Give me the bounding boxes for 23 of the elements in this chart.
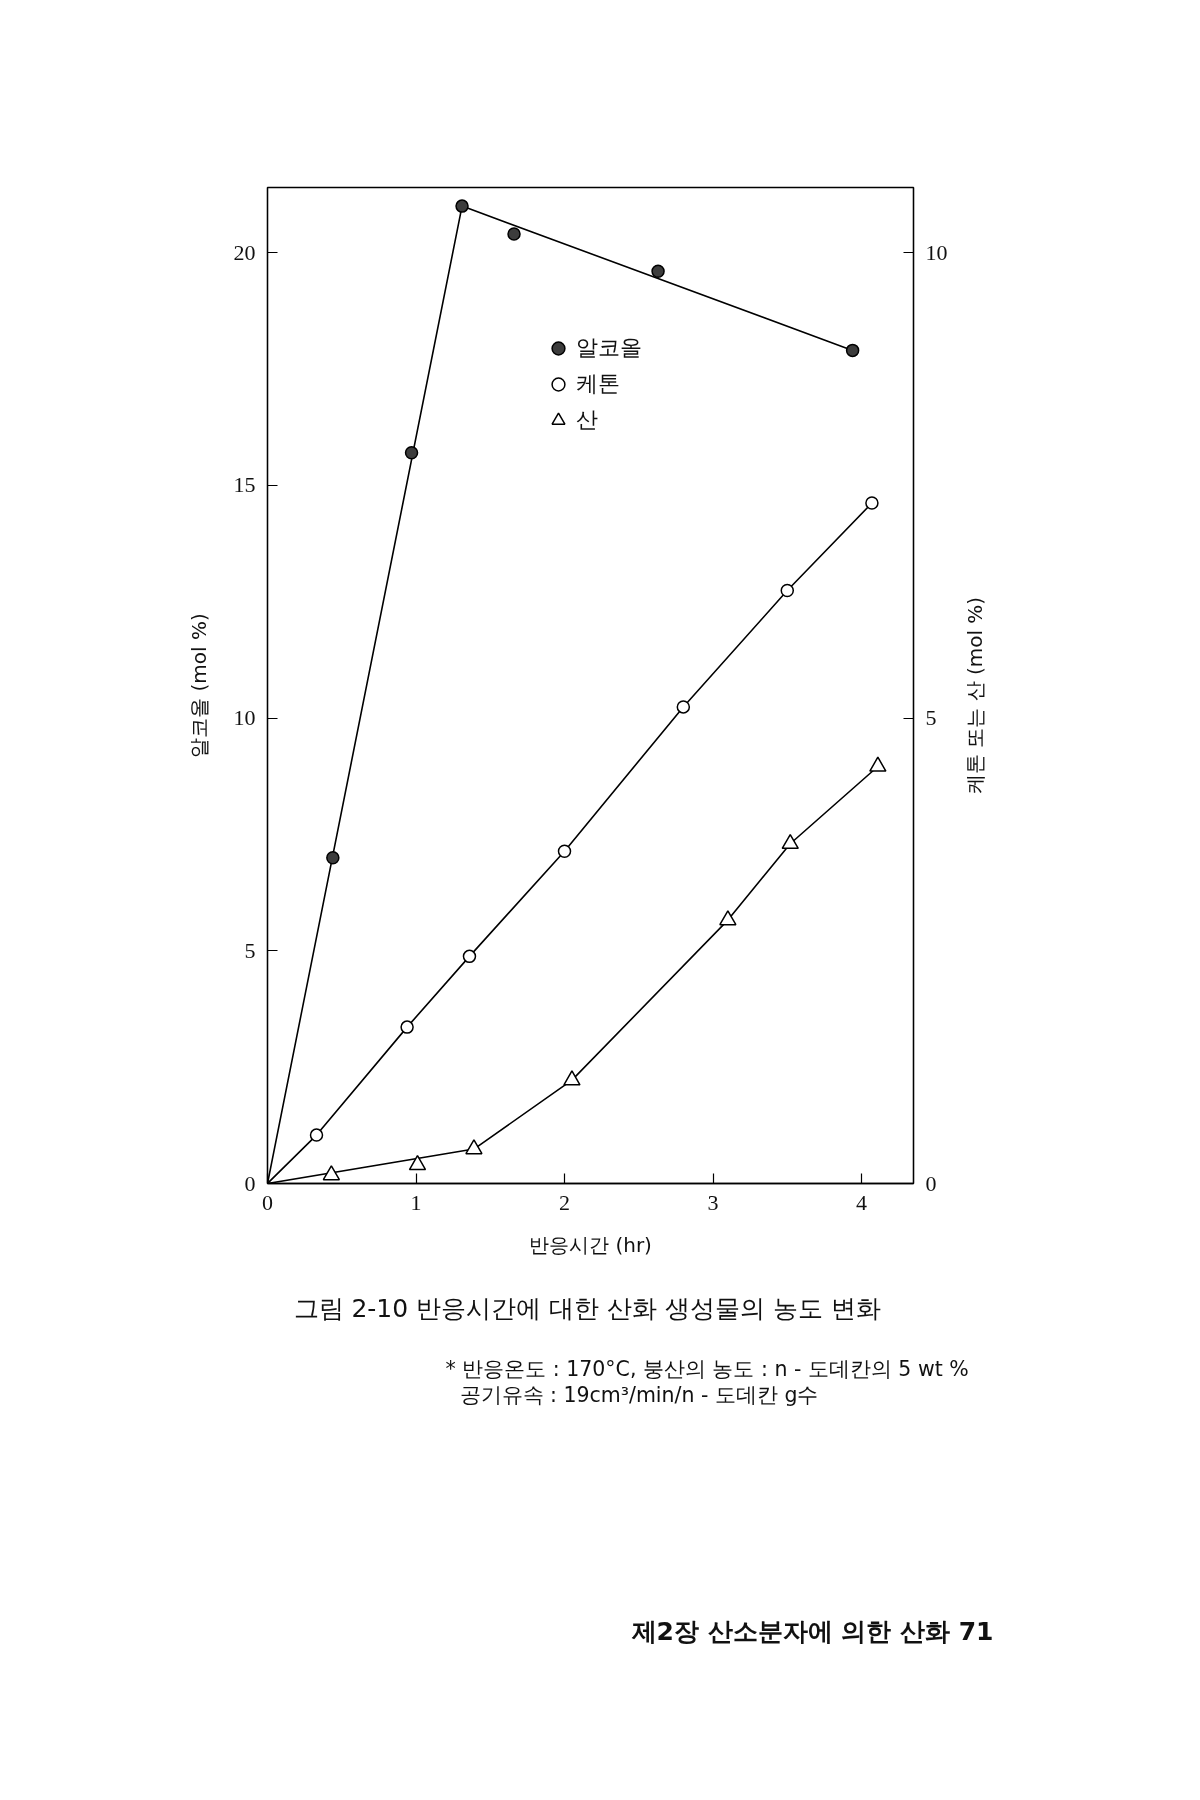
text: 그림 2-10 반응시간에 대한 산화 생성물의 농도 변화 — [293, 1293, 881, 1323]
y2-tick-label: 10 — [925, 239, 948, 265]
y-tick-label: 5 — [244, 937, 256, 963]
y-tick-label: 0 — [244, 1170, 256, 1196]
legend-label: 케톤 — [575, 370, 620, 398]
y-tick-label: 10 — [233, 705, 256, 731]
x-tick-label: 4 — [856, 1189, 868, 1215]
y2-tick-label: 5 — [925, 705, 937, 731]
text: * 반응온도 : 170°C, 붕산의 농도 : n - 도데칸의 5 wt % — [445, 1356, 969, 1381]
y-tick-label: 20 — [233, 239, 256, 265]
legend-label: 산 — [575, 406, 598, 434]
x-axis-title: 반응시간 (hr) — [529, 1232, 652, 1257]
x-tick-label: 3 — [707, 1189, 719, 1215]
y2-tick-label: 0 — [925, 1170, 937, 1196]
y-axis-title: 알코올 (mol %) — [186, 613, 211, 758]
y2-axis-title: 케톤 또는 산 (mol %) — [962, 596, 987, 795]
x-tick-label: 1 — [410, 1189, 422, 1215]
legend-label: 알코올 — [575, 334, 642, 362]
y-tick-label: 15 — [233, 472, 256, 498]
x-tick-label: 0 — [262, 1189, 273, 1215]
x-tick-label: 2 — [559, 1189, 571, 1215]
text: 공기유속 : 19cm³/min/n - 도데칸 g수 — [459, 1382, 819, 1407]
text: 제2장 산소분자에 의한 산화 71 — [630, 1616, 994, 1646]
